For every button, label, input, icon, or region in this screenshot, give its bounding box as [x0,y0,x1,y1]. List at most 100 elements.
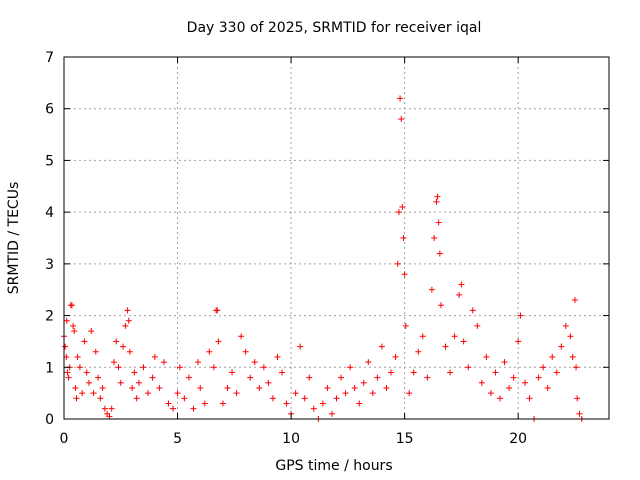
y-tick-label: 2 [45,309,54,325]
x-tick-label: 5 [173,431,182,447]
data-point [544,384,551,391]
data-point [181,395,188,402]
data-point [92,348,99,355]
data-point [174,390,181,397]
data-point [447,369,454,376]
data-point [97,395,104,402]
data-point [140,364,147,371]
data-point [126,348,133,355]
data-point [553,369,560,376]
data-point [256,384,263,391]
data-point [369,390,376,397]
data-point [125,317,132,324]
x-tick-label: 20 [509,431,527,447]
data-point [398,116,405,123]
data-point [451,333,458,340]
data-point [201,400,208,407]
data-point [347,364,354,371]
data-point [521,379,528,386]
data-point [76,364,83,371]
data-point [510,374,517,381]
data-point [428,286,435,293]
data-point [574,395,581,402]
grid-lines [64,57,609,419]
data-point [242,348,249,355]
data-point [558,343,565,350]
data-point [79,390,86,397]
data-point [120,343,127,350]
data-point [515,338,522,345]
data-point [397,95,404,102]
data-point [338,374,345,381]
data-point [395,209,402,216]
data-point [133,395,140,402]
data-point [95,374,102,381]
x-tick-label: 10 [282,431,300,447]
axis-ticks: 0 5 10 15 20 0 1 2 3 4 5 6 7 [45,50,609,447]
data-point [224,384,231,391]
y-tick-label: 5 [45,153,54,169]
data-point [101,405,108,412]
data-point [526,395,533,402]
data-point [176,364,183,371]
data-point [356,400,363,407]
data-point [65,374,72,381]
chart-title: Day 330 of 2025, SRMTID for receiver iqa… [187,20,482,36]
data-point [99,384,106,391]
data-point [151,353,158,360]
data-point [251,359,258,366]
data-point [374,374,381,381]
data-point [406,390,413,397]
data-point [297,343,304,350]
data-point [394,260,401,267]
data-point [260,364,267,371]
data-point [215,338,222,345]
data-point [274,353,281,360]
data-point [402,322,409,329]
data-point [210,364,217,371]
data-point [571,297,578,304]
x-axis-label: GPS time / hours [275,458,392,474]
data-point [88,328,95,335]
y-tick-label: 7 [45,50,54,66]
data-point [214,307,221,314]
data-point [342,390,349,397]
data-point [360,379,367,386]
data-point [85,379,92,386]
data-point [383,384,390,391]
data-point [113,338,120,345]
data-point [62,343,69,350]
data-point [540,364,547,371]
data-point [562,322,569,329]
data-point [365,359,372,366]
data-point [458,281,465,288]
data-point [292,390,299,397]
data-point [68,302,75,309]
data-point [435,219,442,226]
y-tick-label: 3 [45,257,54,273]
data-point [351,384,358,391]
data-point [74,353,81,360]
data-point [433,198,440,205]
data-point [197,384,204,391]
data-point [247,374,254,381]
data-point [149,374,156,381]
data-point [265,379,272,386]
data-point [456,291,463,298]
data-point [388,369,394,376]
data-point [328,410,335,417]
data-point [424,374,431,381]
data-points [61,95,585,422]
y-tick-label: 4 [45,205,54,221]
data-point [419,333,426,340]
data-point [436,250,443,257]
data-point [165,400,172,407]
data-point [106,413,113,420]
data-point [501,359,508,366]
y-tick-label: 6 [45,102,54,118]
data-point [399,203,406,210]
data-point [573,364,580,371]
data-point [156,384,163,391]
data-point [401,271,408,278]
data-point [279,369,285,376]
